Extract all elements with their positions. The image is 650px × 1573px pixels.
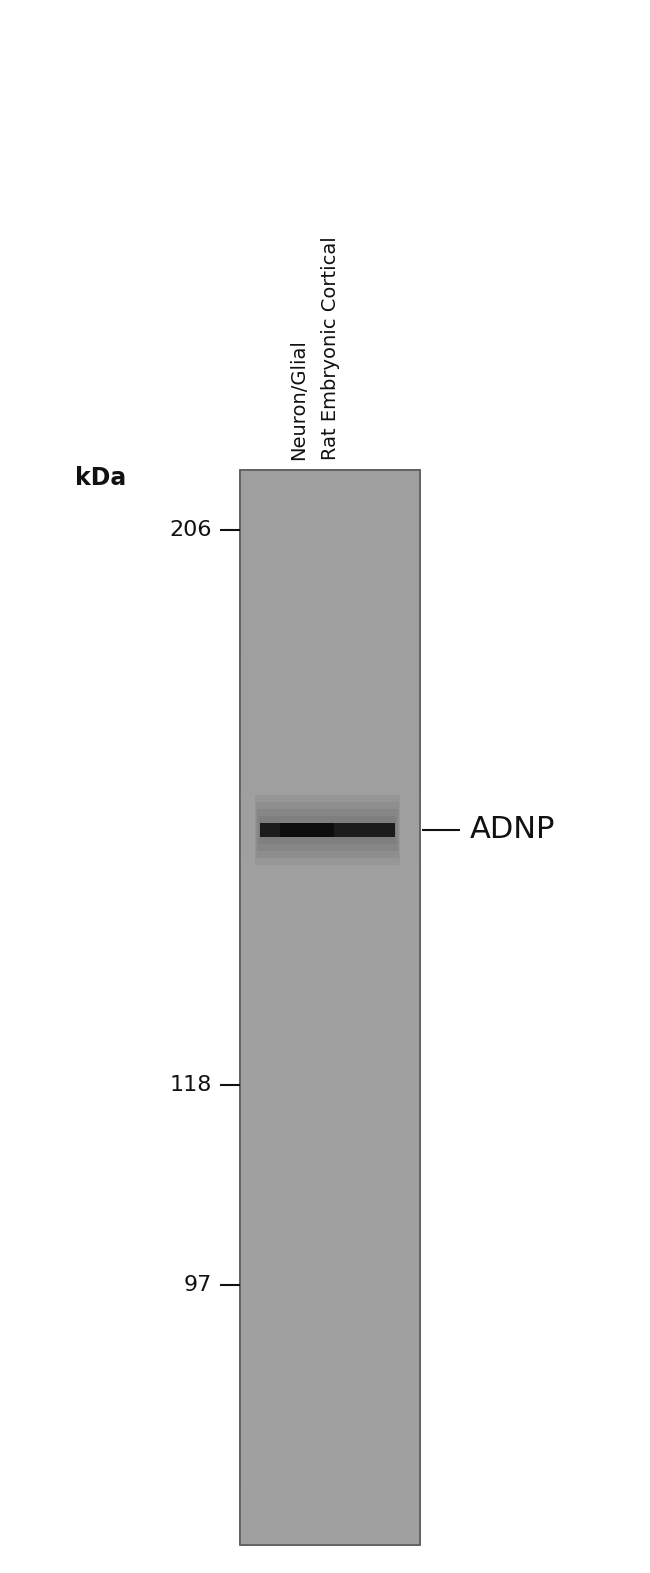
Bar <box>240 900 420 914</box>
Bar <box>240 1155 420 1169</box>
Bar <box>240 994 420 1007</box>
Bar <box>240 967 420 980</box>
Bar <box>240 1169 420 1183</box>
Bar <box>240 1142 420 1155</box>
Bar <box>240 926 420 941</box>
Bar <box>240 1343 420 1357</box>
Bar <box>240 1424 420 1438</box>
Bar <box>240 497 420 510</box>
Bar <box>240 873 420 887</box>
Bar <box>240 1290 420 1302</box>
Bar <box>240 1195 420 1210</box>
Bar <box>240 1438 420 1450</box>
Bar <box>240 739 420 752</box>
Bar <box>256 802 399 857</box>
Bar <box>240 1101 420 1115</box>
Text: kDa: kDa <box>75 466 126 491</box>
Text: Neuron/Glial: Neuron/Glial <box>289 340 307 459</box>
Bar <box>240 483 420 497</box>
Bar <box>240 1491 420 1505</box>
Text: 206: 206 <box>170 521 212 540</box>
Bar <box>240 1062 420 1074</box>
Bar <box>240 1317 420 1331</box>
Bar <box>240 1450 420 1464</box>
Bar <box>240 631 420 645</box>
Bar <box>280 823 334 837</box>
Bar <box>240 1263 420 1276</box>
Bar <box>240 470 420 1545</box>
Bar <box>240 713 420 725</box>
Bar <box>240 672 420 684</box>
Bar <box>259 816 396 845</box>
Bar <box>240 1370 420 1384</box>
Bar <box>240 470 420 483</box>
Bar <box>240 618 420 631</box>
Bar <box>240 1048 420 1062</box>
Text: 118: 118 <box>170 1074 212 1095</box>
Bar <box>240 820 420 832</box>
Bar <box>240 846 420 860</box>
Bar <box>240 766 420 779</box>
Bar <box>240 725 420 739</box>
Bar <box>240 1331 420 1343</box>
Bar <box>240 1505 420 1518</box>
Text: 97: 97 <box>184 1276 212 1295</box>
Bar <box>240 604 420 618</box>
Bar <box>240 658 420 672</box>
Bar <box>240 1210 420 1222</box>
Text: ADNP: ADNP <box>470 815 555 845</box>
Bar <box>240 1411 420 1424</box>
Bar <box>240 887 420 900</box>
Bar <box>240 980 420 994</box>
Bar <box>240 1089 420 1101</box>
Bar <box>240 1021 420 1035</box>
Bar <box>240 510 420 524</box>
Bar <box>240 1035 420 1048</box>
Bar <box>240 752 420 766</box>
Bar <box>240 860 420 873</box>
Bar <box>240 805 420 820</box>
Bar <box>240 1276 420 1290</box>
Bar <box>240 1222 420 1236</box>
Bar <box>240 793 420 805</box>
Bar <box>240 1302 420 1317</box>
Bar <box>240 1249 420 1263</box>
Bar <box>240 832 420 846</box>
Bar <box>240 1397 420 1411</box>
Bar <box>240 551 420 565</box>
Bar <box>257 809 398 851</box>
Bar <box>240 1115 420 1128</box>
Bar <box>255 794 400 865</box>
Bar <box>240 524 420 538</box>
Bar <box>240 1128 420 1142</box>
Bar <box>240 1074 420 1089</box>
Bar <box>240 684 420 698</box>
Bar <box>240 577 420 591</box>
Bar <box>240 779 420 793</box>
Bar <box>240 1007 420 1021</box>
Text: Rat Embryonic Cortical: Rat Embryonic Cortical <box>321 236 340 459</box>
Bar <box>240 645 420 658</box>
Bar <box>240 914 420 926</box>
Bar <box>240 1477 420 1491</box>
Bar <box>240 941 420 953</box>
Bar <box>240 1518 420 1532</box>
Bar <box>240 1357 420 1370</box>
Bar <box>240 953 420 967</box>
Bar <box>240 1183 420 1195</box>
Bar <box>240 591 420 604</box>
Bar <box>240 1384 420 1397</box>
Bar <box>240 1532 420 1545</box>
Bar <box>240 1236 420 1249</box>
Bar <box>240 565 420 577</box>
Bar <box>240 1464 420 1477</box>
Bar <box>260 823 395 837</box>
Bar <box>240 698 420 713</box>
Bar <box>240 538 420 551</box>
